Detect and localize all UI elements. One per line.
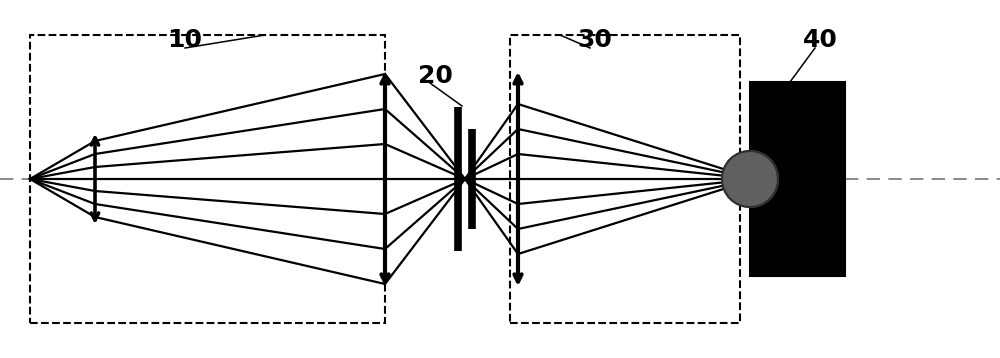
Bar <box>30 35 385 323</box>
Bar <box>750 82 845 276</box>
Text: 20: 20 <box>418 64 452 88</box>
Text: 30: 30 <box>578 28 612 52</box>
Text: 40: 40 <box>803 28 837 52</box>
Circle shape <box>722 151 778 207</box>
Bar <box>510 35 740 323</box>
Text: 10: 10 <box>168 28 202 52</box>
